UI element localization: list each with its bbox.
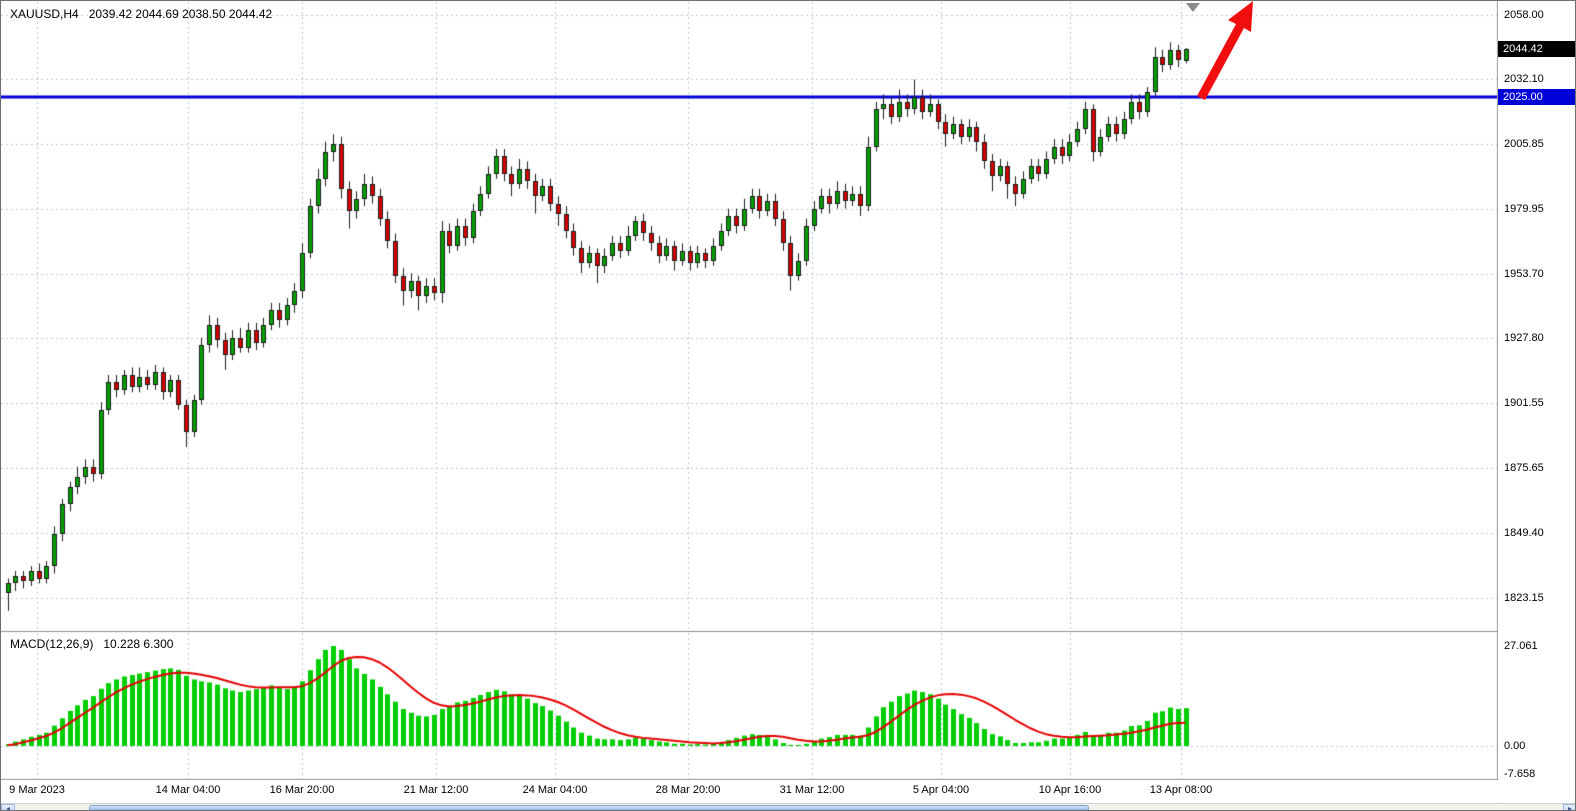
current-price-tag: 2044.42 — [1498, 40, 1575, 57]
macd-axis-label: 0.00 — [1504, 740, 1526, 752]
macd-axis-label: 27.061 — [1504, 640, 1538, 652]
time-axis-label: 13 Apr 08:00 — [1149, 784, 1213, 796]
time-axis-label: 5 Apr 04:00 — [912, 784, 970, 796]
time-axis-label: 9 Mar 2023 — [9, 784, 65, 796]
macd-axis-label: -7.658 — [1504, 768, 1536, 781]
time-axis-label: 28 Mar 20:00 — [655, 784, 721, 796]
support-level-price-tag[interactable]: 2025.00 — [1498, 88, 1575, 105]
time-axis-label: 31 Mar 12:00 — [779, 784, 845, 796]
symbol-period-label: XAUUSD,H4 — [10, 7, 79, 21]
time-axis-label: 16 Mar 20:00 — [269, 784, 335, 796]
price-axis-label: 1953.70 — [1504, 267, 1544, 280]
chart-ohlc-header: XAUUSD,H4 2039.42 2044.69 2038.50 2044.42 — [10, 7, 272, 21]
ohlc-values-label: 2039.42 2044.69 2038.50 2044.42 — [88, 7, 273, 21]
price-axis-label: 1875.65 — [1504, 461, 1544, 474]
time-axis-label: 10 Apr 16:00 — [1038, 784, 1102, 796]
horizontal-scrollbar[interactable] — [1, 803, 1575, 810]
price-axis-label: 1901.55 — [1504, 397, 1544, 410]
shift-end-marker-icon[interactable] — [1186, 3, 1200, 12]
scrollbar-left-button[interactable] — [1, 804, 15, 810]
price-axis-label: 2058.00 — [1504, 9, 1544, 21]
price-axis-label: 1849.40 — [1504, 526, 1544, 539]
time-axis-label: 14 Mar 04:00 — [155, 784, 221, 796]
scrollbar-right-arrow-icon — [1568, 807, 1572, 810]
indicator-window-splitter[interactable] — [1, 629, 1575, 634]
macd-values-label: 10.228 6.300 — [103, 637, 174, 651]
horizontal-scrollbar-thumb[interactable] — [89, 805, 1089, 810]
price-axis-label: 1979.95 — [1504, 202, 1544, 215]
price-axis[interactable]: 2044.42 2025.00 2058.00 2032.10 2005.85 197… — [1498, 1, 1575, 802]
scrollbar-left-arrow-icon — [6, 807, 10, 810]
time-axis-label: 24 Mar 04:00 — [522, 784, 588, 796]
time-axis-label: 21 Mar 12:00 — [403, 784, 469, 796]
time-axis[interactable]: 9 Mar 2023 14 Mar 04:00 16 Mar 20:00 21 Mar… — [1, 780, 1498, 802]
price-axis-label: 1927.80 — [1504, 332, 1544, 345]
scrollbar-right-button[interactable] — [1563, 804, 1575, 810]
price-axis-label: 2032.10 — [1504, 73, 1544, 86]
price-axis-label: 2005.85 — [1504, 138, 1544, 151]
price-axis-label: 1823.15 — [1504, 591, 1544, 604]
macd-indicator-header: MACD(12,26,9) 10.228 6.300 — [10, 637, 173, 651]
macd-title-label: MACD(12,26,9) — [10, 637, 94, 651]
